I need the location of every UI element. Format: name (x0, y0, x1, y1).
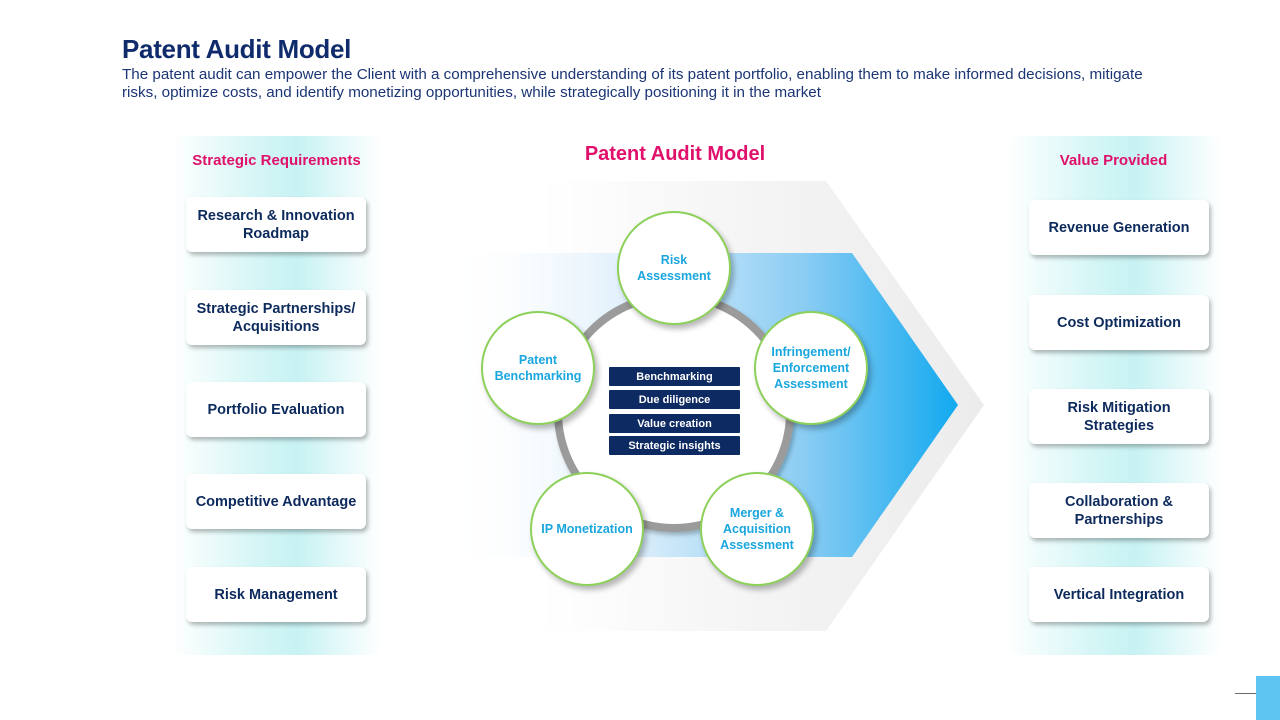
center-diagram-title: Patent Audit Model (530, 143, 820, 166)
core-tag-strategic-insights: Strategic insights (609, 436, 740, 455)
node-ip-monetization: IP Monetization (530, 472, 644, 586)
core-tag-benchmarking: Benchmarking (609, 367, 740, 386)
corner-divider-line (1235, 693, 1256, 694)
core-tag-value-creation: Value creation (609, 414, 740, 433)
core-tag-due-diligence: Due diligence (609, 390, 740, 409)
node-risk-assessment: Risk Assessment (617, 211, 731, 325)
corner-accent-bar (1256, 676, 1280, 720)
node-infringement-enforcement-assessment: Infringement/ Enforcement Assessment (754, 311, 868, 425)
node-patent-benchmarking: Patent Benchmarking (481, 311, 595, 425)
node-merger-acquisition-assessment: Merger & Acquisition Assessment (700, 472, 814, 586)
